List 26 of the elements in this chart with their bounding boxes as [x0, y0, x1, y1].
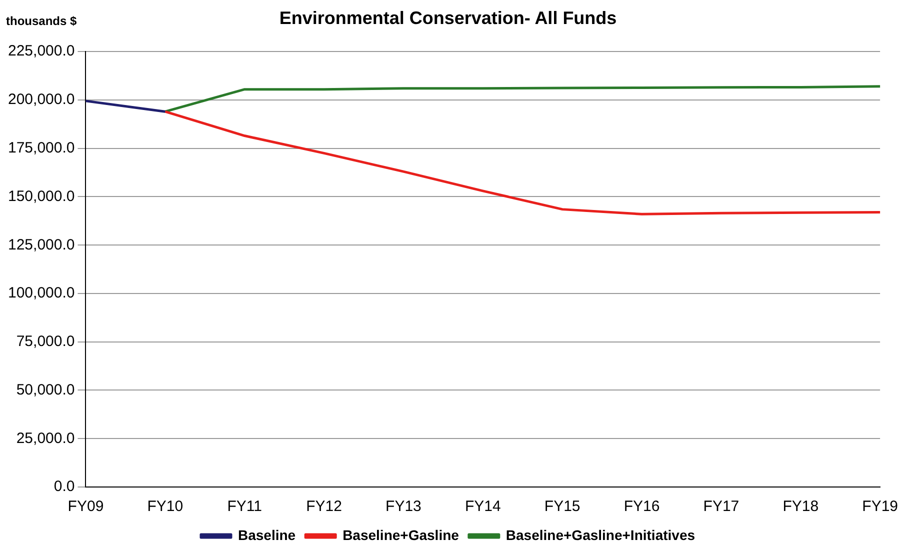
x-tick-label: FY12 — [306, 498, 342, 516]
x-tick-label: FY11 — [227, 498, 262, 516]
y-tick-label: 0.0 — [54, 478, 75, 496]
y-tick-label: 75,000.0 — [16, 333, 75, 350]
x-tick-label: FY19 — [862, 498, 898, 516]
legend-label: Baseline+Gasline — [342, 526, 460, 543]
y-tick-label: 125,000.0 — [8, 236, 75, 254]
y-tick-label: 150,000.0 — [8, 188, 75, 205]
x-tick-label: FY09 — [68, 498, 104, 516]
y-axis-title: thousands $ — [6, 14, 77, 28]
legend-label: Baseline — [238, 526, 296, 543]
x-tick-label: FY13 — [386, 498, 422, 516]
x-tick-label: FY10 — [147, 498, 184, 516]
y-tick-label: 200,000.0 — [8, 91, 75, 108]
x-tick-label: FY14 — [464, 498, 501, 516]
x-tick-label: FY17 — [703, 498, 740, 516]
chart-title: Environmental Conservation- All Funds — [279, 8, 617, 28]
x-tick-label: FY16 — [624, 498, 660, 516]
y-tick-label: 225,000.0 — [8, 42, 75, 60]
y-tick-label: 50,000.0 — [16, 381, 75, 398]
y-tick-label: 25,000.0 — [16, 430, 75, 447]
legend-label: Baseline+Gasline+Initiatives — [506, 526, 696, 543]
y-tick-label: 100,000.0 — [8, 284, 75, 302]
x-tick-label: FY15 — [544, 498, 580, 516]
x-tick-label: FY18 — [782, 498, 819, 516]
y-tick-label: 175,000.0 — [8, 139, 75, 156]
